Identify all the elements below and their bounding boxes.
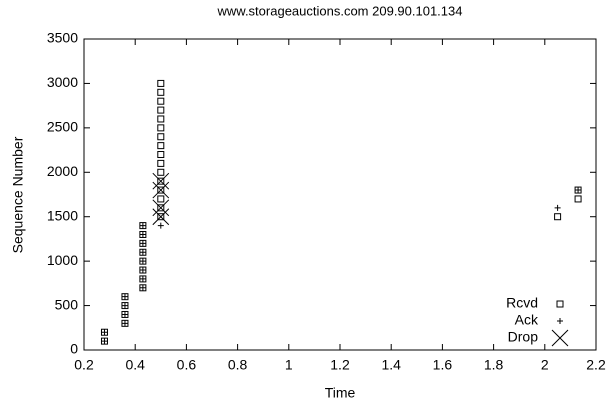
point (157, 142, 165, 150)
point (157, 79, 165, 87)
x-tick-label: 1.4 (381, 357, 401, 373)
legend-label: Drop (508, 329, 539, 345)
point (101, 329, 108, 336)
y-tick-label: 0 (70, 341, 78, 357)
point (157, 88, 165, 96)
point (157, 177, 165, 185)
y-axis-label: Sequence Number (10, 136, 26, 253)
point (157, 97, 165, 105)
x-tick-label: 1.8 (484, 357, 504, 373)
y-tick-label: 2000 (47, 163, 78, 179)
point (139, 249, 146, 256)
point (152, 181, 170, 199)
point (157, 213, 165, 221)
legend-label: Ack (515, 312, 539, 328)
point (554, 213, 562, 221)
x-tick-label: 1 (285, 357, 293, 373)
legend-label: Rcvd (506, 295, 538, 311)
legend-symbol (557, 318, 563, 324)
y-tick-label: 1000 (47, 252, 78, 268)
x-tick-label: 2.2 (586, 357, 606, 373)
point (157, 195, 165, 203)
y-tick-label: 500 (55, 296, 79, 312)
point (101, 338, 108, 345)
point (157, 222, 164, 229)
x-tick-label: 0.6 (177, 357, 197, 373)
y-tick-label: 3500 (47, 30, 78, 46)
x-tick-label: 0.4 (125, 357, 145, 373)
point (157, 168, 165, 176)
x-tick-label: 0.2 (74, 357, 94, 373)
x-axis-label: Time (325, 385, 356, 401)
point (152, 208, 170, 226)
point (139, 222, 146, 229)
point (157, 124, 165, 132)
y-tick-label: 3000 (47, 74, 78, 90)
legend-symbol (556, 300, 564, 308)
point (121, 302, 128, 309)
chart-title: www.storageauctions.com 209.90.101.134 (217, 3, 463, 18)
point (152, 172, 170, 190)
point (157, 204, 165, 212)
point (121, 293, 128, 300)
point (157, 133, 165, 141)
point (157, 186, 165, 194)
point (139, 267, 146, 274)
point (139, 240, 146, 247)
x-tick-label: 1.2 (330, 357, 350, 373)
point (575, 187, 582, 194)
point (554, 204, 561, 211)
point (139, 284, 146, 291)
legend-symbol (551, 329, 569, 347)
x-tick-label: 1.6 (433, 357, 453, 373)
point (139, 258, 146, 265)
x-tick-label: 2 (541, 357, 549, 373)
point (574, 195, 582, 203)
point (152, 199, 170, 217)
point (121, 320, 128, 327)
point (121, 311, 128, 318)
point (139, 231, 146, 238)
point (157, 151, 165, 159)
point (157, 115, 165, 123)
point (139, 275, 146, 282)
point (157, 159, 165, 167)
x-tick-label: 0.8 (228, 357, 248, 373)
y-tick-label: 2500 (47, 119, 78, 135)
point (157, 106, 165, 114)
y-tick-label: 1500 (47, 207, 78, 223)
